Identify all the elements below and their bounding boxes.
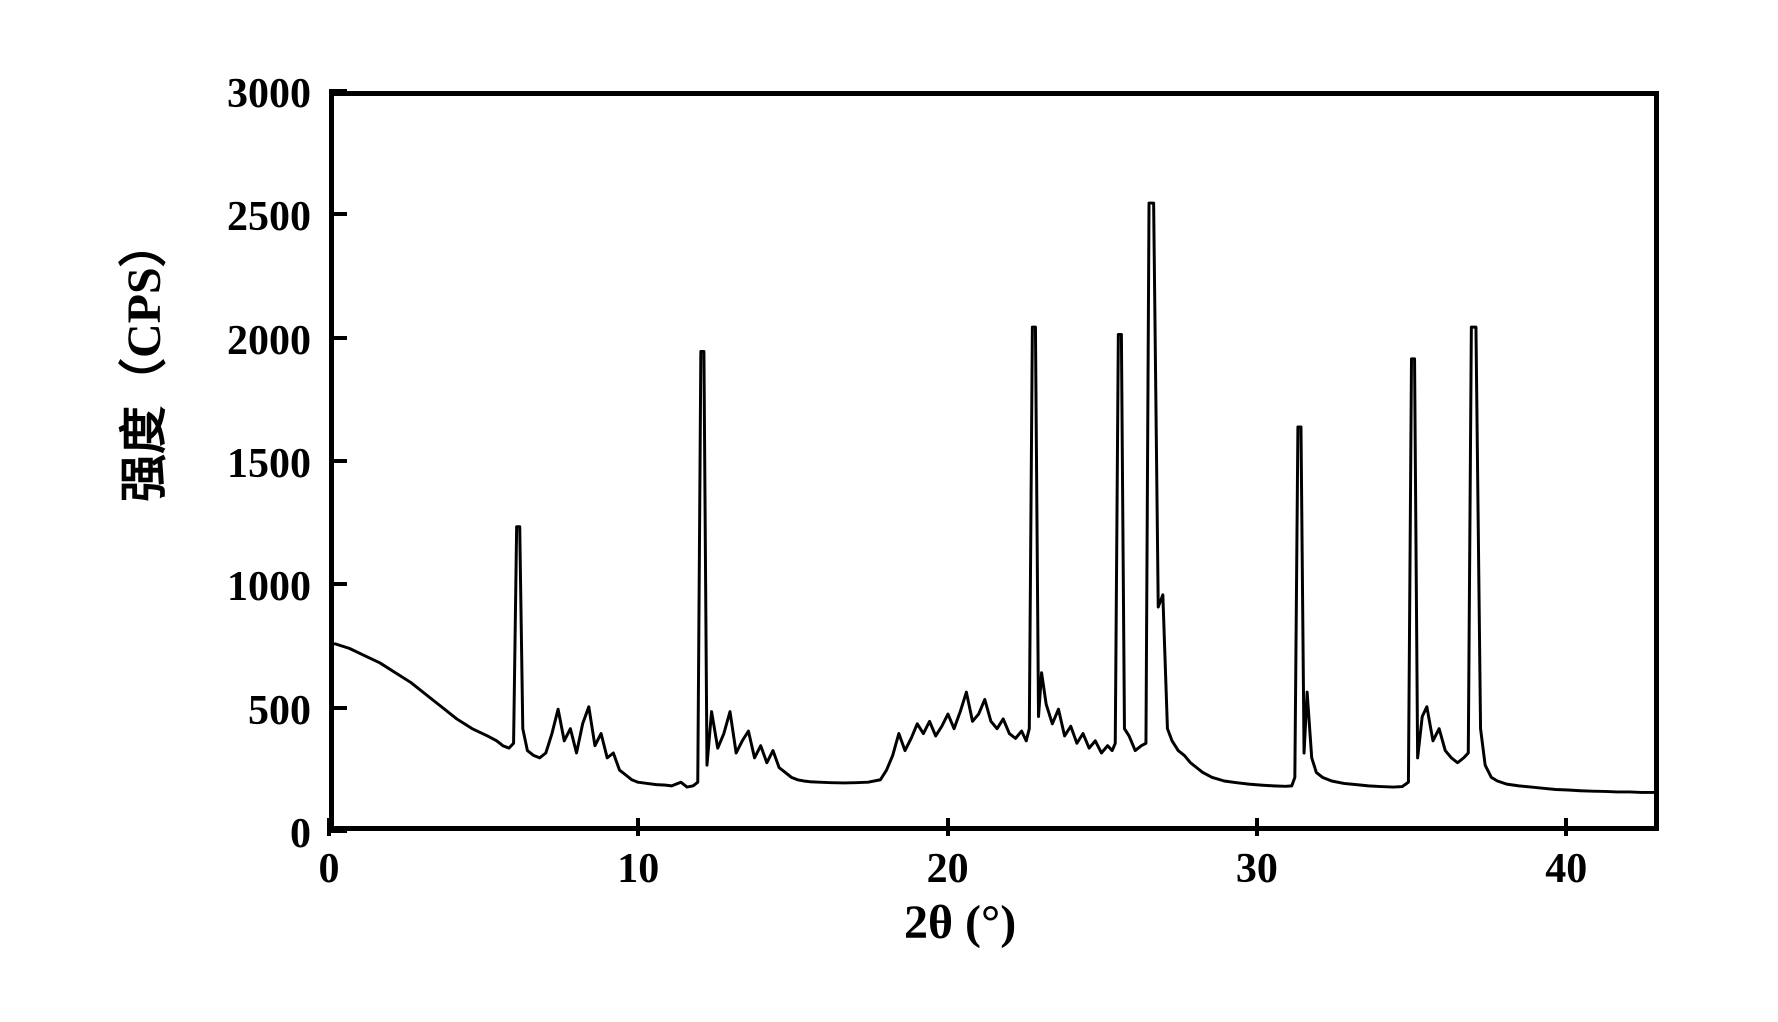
- x-tick-label: 30: [1217, 845, 1297, 893]
- xrd-chart-container: 强度（CPS） 2θ (°) 0500100015002000250030000…: [89, 51, 1689, 971]
- y-tick-mark: [329, 89, 347, 93]
- x-tick-label: 40: [1526, 845, 1606, 893]
- y-tick-mark: [329, 459, 347, 463]
- xrd-data-line: [334, 96, 1654, 826]
- y-axis-label: 强度（CPS）: [104, 442, 174, 502]
- x-tick-mark: [327, 818, 331, 836]
- x-tick-label: 10: [598, 845, 678, 893]
- y-tick-label: 3000: [227, 70, 311, 118]
- plot-area: [329, 91, 1659, 831]
- y-tick-label: 500: [248, 687, 311, 735]
- y-tick-mark: [329, 582, 347, 586]
- y-tick-label: 1500: [227, 440, 311, 488]
- y-tick-label: 2500: [227, 193, 311, 241]
- x-tick-mark: [946, 818, 950, 836]
- y-tick-mark: [329, 336, 347, 340]
- x-axis-label: 2θ (°): [904, 895, 1016, 950]
- y-tick-mark: [329, 706, 347, 710]
- y-tick-label: 1000: [227, 563, 311, 611]
- y-tick-mark: [329, 829, 347, 833]
- x-tick-label: 0: [289, 845, 369, 893]
- x-tick-mark: [1255, 818, 1259, 836]
- x-tick-mark: [1564, 818, 1568, 836]
- x-tick-label: 20: [908, 845, 988, 893]
- y-tick-label: 2000: [227, 317, 311, 365]
- xrd-polyline: [334, 203, 1654, 792]
- y-tick-mark: [329, 212, 347, 216]
- x-tick-mark: [636, 818, 640, 836]
